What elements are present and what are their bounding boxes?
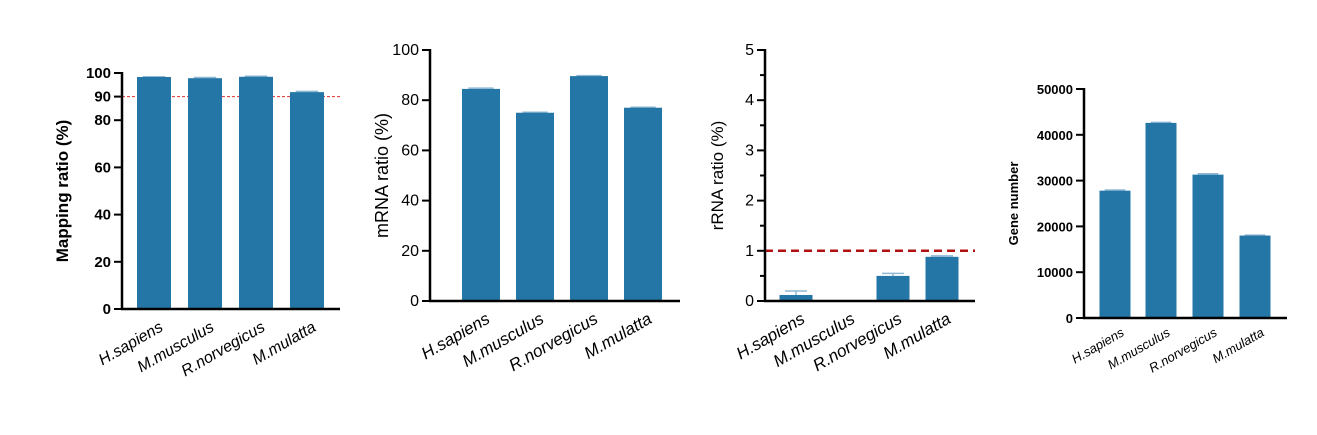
y-tick-label: 0 [745, 293, 754, 310]
bar-R.norvegicus [1192, 174, 1224, 318]
y-tick-label: 2 [745, 193, 754, 210]
y-tick-label: 40 [94, 207, 111, 224]
y-tick-label: 80 [94, 112, 111, 129]
y-axis-label: rRNA ratio (%) [708, 121, 727, 231]
y-tick-label: 60 [401, 142, 419, 159]
y-tick-label: 3 [745, 142, 754, 159]
bar-R.norvegicus [570, 76, 608, 301]
y-tick-label: 0 [410, 293, 419, 310]
y-tick-label: 80 [401, 92, 419, 109]
y-tick-label: 100 [392, 42, 419, 59]
chart-panel-1: H.sapiensM.musculusR.norvegicusM.mulatta… [53, 65, 340, 380]
y-tick-label: 5 [745, 42, 754, 59]
y-tick-label: 40 [401, 193, 419, 210]
y-tick-label: 60 [94, 159, 111, 176]
y-tick-label: 20000 [1037, 219, 1073, 234]
chart-panel-2: H.sapiensM.musculusR.norvegicusM.mulatta… [372, 42, 680, 375]
bar-M.mulatta [290, 92, 324, 309]
bar-M.mulatta [925, 256, 959, 301]
chart-panel-3: H.sapiensM.musculusR.norvegicusM.mulatta… [708, 42, 975, 375]
y-tick-label: 0 [103, 301, 111, 318]
bar-H.sapiens [137, 77, 171, 310]
bar-H.sapiens [1099, 190, 1131, 318]
y-axis-label: Mapping ratio (%) [53, 120, 72, 263]
y-tick-label: 0 [1066, 311, 1073, 326]
x-tick-label: M.mulatta [1210, 325, 1267, 367]
y-tick-label: 20 [94, 254, 111, 271]
bar-R.norvegicus [876, 275, 910, 301]
y-tick-label: 50000 [1037, 82, 1073, 97]
bar-H.sapiens [779, 294, 813, 301]
y-tick-label: 100 [86, 65, 111, 82]
bar-H.sapiens [462, 88, 500, 301]
bar-M.mulatta [1239, 235, 1271, 318]
y-tick-label: 40000 [1037, 128, 1073, 143]
y-tick-label: 1 [745, 243, 754, 260]
bar-M.musculus [188, 78, 222, 309]
y-axis-label: Gene number [1006, 162, 1021, 246]
y-axis-label: mRNA ratio (%) [372, 113, 392, 238]
bar-R.norvegicus [239, 76, 273, 309]
bar-M.musculus [516, 112, 554, 301]
y-tick-label: 10000 [1037, 265, 1073, 280]
chart-panel-4: H.sapiensM.musculusR.norvegicusM.mulatta… [1006, 82, 1287, 376]
y-tick-label: 30000 [1037, 174, 1073, 189]
y-tick-label: 20 [401, 243, 419, 260]
y-tick-label: 90 [94, 89, 111, 106]
y-tick-label: 4 [745, 92, 754, 109]
bar-M.mulatta [624, 107, 662, 301]
bar-M.musculus [1145, 122, 1177, 318]
